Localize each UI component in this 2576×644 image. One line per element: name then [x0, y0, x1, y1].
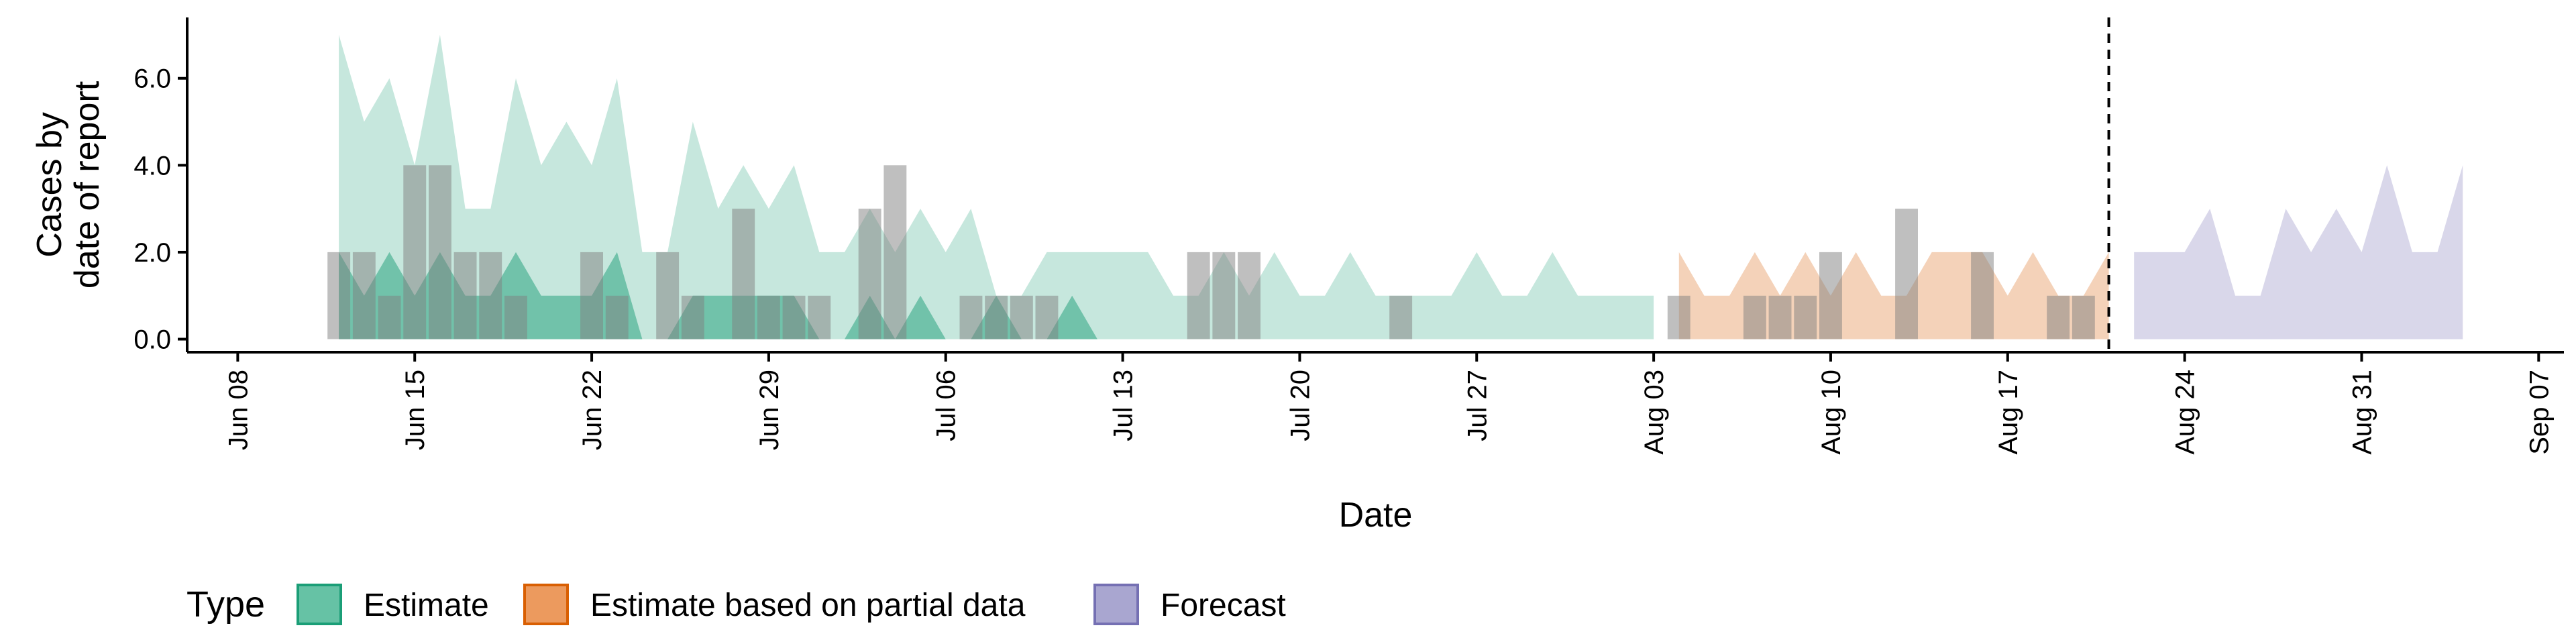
reported-case-bar: [1819, 252, 1842, 339]
legend-key-estimate-based-on-partial-data: [523, 584, 569, 625]
reported-case-bar: [1794, 295, 1817, 339]
reported-case-bar: [1971, 252, 1994, 339]
x-tick-label: Aug 10: [1817, 370, 1846, 455]
reported-case-bar: [479, 252, 502, 339]
x-tick-label: Jun 29: [755, 370, 784, 450]
reported-case-bar: [580, 252, 603, 339]
reported-case-bar: [2072, 295, 2095, 339]
reported-case-bar: [985, 295, 1008, 339]
y-tick-label: 4.0: [133, 151, 171, 180]
reported-cases-layer: [327, 165, 2095, 339]
reported-case-bar: [1187, 252, 1210, 339]
ribbon-forecast-outer: [2134, 165, 2463, 339]
x-tick-label: Aug 17: [1994, 370, 2023, 455]
reported-case-bar: [1389, 295, 1413, 339]
y-tick-label: 6.0: [133, 64, 171, 94]
y-axis-title: Cases bydate of report: [30, 80, 107, 288]
y-tick-label: 0.0: [133, 325, 171, 355]
reported-case-bar: [352, 252, 376, 339]
legend-key-forecast: [1093, 584, 1139, 625]
x-tick-label: Jun 08: [223, 370, 253, 450]
x-tick-label: Jul 13: [1109, 370, 1138, 441]
reported-case-bar: [504, 295, 527, 339]
reported-case-bar: [883, 165, 907, 339]
x-tick-label: Jul 27: [1462, 370, 1492, 441]
reported-case-bar: [1895, 209, 1918, 339]
reported-case-bar: [732, 209, 755, 339]
y-axis-title-line: date of report: [68, 80, 107, 288]
legend-title: Type: [186, 584, 265, 625]
reported-case-bar: [1238, 252, 1260, 339]
legend-label: Estimate: [364, 588, 489, 623]
reported-case-bar: [1035, 295, 1059, 339]
reported-case-bar: [656, 252, 680, 339]
x-tick-label: Aug 31: [2348, 370, 2377, 455]
reported-case-bar: [808, 295, 831, 339]
x-tick-label: Sep 07: [2524, 370, 2554, 455]
x-tick-label: Jun 22: [578, 370, 607, 450]
reported-case-bar: [757, 295, 780, 339]
y-tick-label: 2.0: [133, 238, 171, 268]
legend-label: Estimate based on partial data: [590, 588, 1026, 623]
axes-layer: 0.0 2.0 4.0 6.0 Jun 08 Jun 15 Jun 22 Jun 29 Jul …: [30, 17, 2564, 535]
legend-label: Forecast: [1161, 588, 1286, 623]
reported-case-bar: [378, 295, 401, 339]
x-tick-label: Aug 03: [1640, 370, 1669, 455]
reported-case-bar: [858, 209, 881, 339]
x-tick-label: Aug 24: [2171, 370, 2200, 455]
reported-case-bar: [1212, 252, 1236, 339]
reported-case-bar: [429, 165, 451, 339]
x-tick-label: Jun 15: [400, 370, 430, 450]
legend-key-estimate: [297, 584, 342, 625]
legend: Type Estimate Estimate based on partial da…: [186, 584, 1286, 625]
reported-case-bar: [1010, 295, 1033, 339]
reported-case-bar: [1768, 295, 1792, 339]
y-axis-title-line: Cases by: [30, 112, 69, 258]
reported-case-bar: [1667, 295, 1690, 339]
x-tick-label: Jul 06: [932, 370, 961, 441]
reported-case-bar: [605, 295, 629, 339]
reported-case-bar: [403, 165, 427, 339]
reported-case-bar: [782, 295, 806, 339]
reported-case-bar: [2047, 295, 2070, 339]
reported-case-bar: [959, 295, 983, 339]
x-tick-label: Jul 20: [1285, 370, 1315, 441]
reported-case-bar: [327, 252, 351, 339]
reported-case-bar: [1743, 295, 1766, 339]
reported-case-bar: [681, 295, 704, 339]
x-axis-title: Date: [1339, 496, 1413, 535]
reported-case-bar: [453, 252, 477, 339]
